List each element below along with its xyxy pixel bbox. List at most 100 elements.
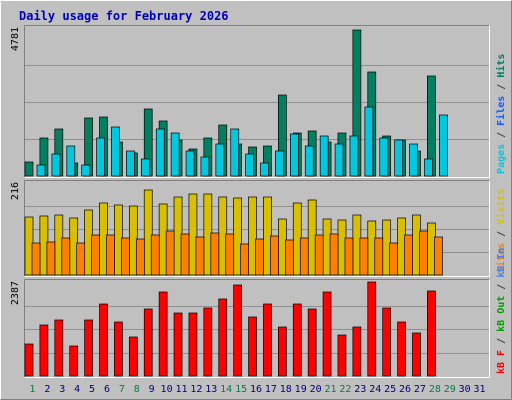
day-label-19: 19 [295, 384, 307, 395]
bar-kb-f-day-3 [54, 319, 64, 377]
bar-pages-day-11 [185, 150, 195, 177]
panel-top: 4781 Pages / Files / Hits [10, 25, 507, 178]
bar-kb-f-day-15 [233, 284, 242, 377]
bar-visits-day-16 [248, 196, 257, 276]
legend-part: / [496, 126, 507, 144]
chart-panels: 4781 Pages / Files / Hits 216 Sites / Visit… [10, 25, 507, 378]
bar-hits-day-1 [24, 161, 34, 177]
bar-pages-day-4 [81, 164, 91, 177]
day-label-29: 29 [444, 384, 456, 395]
bar-kb-f-day-24 [367, 281, 377, 377]
bar-sites-day-28 [434, 236, 443, 276]
bar-pages-day-27 [424, 158, 433, 177]
day-label-28: 28 [429, 384, 441, 395]
bar-kb-f-day-16 [248, 316, 257, 377]
bar-pages-day-21 [334, 143, 344, 177]
bar-pages-day-3 [66, 145, 76, 177]
day-label-27: 27 [414, 384, 426, 395]
bar-visits-day-9 [143, 189, 153, 276]
bar-kb-f-day-19 [292, 303, 302, 377]
bar-sites-day-25 [389, 242, 399, 276]
legend-top: Pages / Files / Hits [495, 54, 507, 174]
bar-sites-day-13 [210, 232, 220, 276]
day-label-6: 6 [104, 384, 110, 395]
day-label-21: 21 [324, 384, 336, 395]
bar-sites-day-18 [285, 239, 294, 276]
day-label-9: 9 [149, 384, 155, 395]
bar-sites-day-10 [165, 230, 175, 276]
bar-kb-f-day-10 [158, 291, 168, 377]
day-axis-labels: 1 2 3 4 5 6 7 8 9 10 11 12 13 14 15 16 17 18 19 20 21 22 23 24 2… [29, 384, 485, 395]
legend-part: kB F [496, 350, 507, 374]
day-label-4: 4 [74, 384, 80, 395]
day-label-8: 8 [134, 384, 140, 395]
bar-pages-day-5 [96, 137, 105, 177]
bar-pages-day-2 [51, 153, 61, 177]
day-label-15: 15 [235, 384, 247, 395]
bar-kb-f-day-14 [218, 298, 228, 377]
legend-part: kB Out [496, 296, 507, 332]
bar-kb-f-day-22 [337, 334, 347, 377]
panel-bot: 2387 kB F / kB Out / kB In [10, 248, 507, 378]
bar-pages-day-22 [349, 135, 359, 177]
legend-part: Files [495, 96, 507, 126]
legend-part: Sites [495, 243, 507, 273]
day-label-11: 11 [175, 384, 187, 395]
day-label-30: 30 [459, 384, 471, 395]
bar-kb-f-day-2 [39, 324, 49, 377]
bar-sites-day-12 [195, 236, 205, 276]
bar-sites-day-21 [329, 233, 339, 276]
day-label-31: 31 [474, 384, 486, 395]
bar-sites-day-22 [344, 237, 354, 276]
bar-sites-day-8 [135, 238, 145, 276]
bar-pages-day-8 [140, 158, 150, 177]
bar-sites-day-17 [270, 235, 279, 276]
day-label-20: 20 [310, 384, 322, 395]
bar-kb-f-day-12 [188, 312, 198, 377]
bar-kb-f-day-27 [412, 332, 421, 377]
bar-kb-f-day-9 [143, 308, 153, 377]
bar-pages-day-7 [126, 150, 135, 177]
bar-pages-day-17 [275, 150, 284, 177]
ymax-label-bot: 2387 [10, 281, 21, 305]
bar-sites-day-15 [240, 243, 249, 276]
bar-sites-day-26 [404, 234, 413, 276]
bar-sites-day-1 [31, 242, 41, 276]
bar-sites-day-16 [255, 238, 264, 276]
bar-pages-day-25 [394, 139, 404, 177]
day-label-24: 24 [369, 384, 381, 395]
bar-kb-f-day-28 [427, 290, 436, 377]
bar-kb-f-day-20 [307, 308, 317, 377]
bar-kb-f-day-26 [397, 321, 406, 377]
bar-pages-day-13 [215, 143, 225, 177]
bar-pages-day-20 [319, 135, 329, 177]
day-label-23: 23 [354, 384, 366, 395]
bar-kb-f-day-8 [128, 336, 138, 377]
day-label-7: 7 [119, 384, 125, 395]
bar-sites-day-9 [150, 234, 160, 276]
bar-sites-day-5 [91, 234, 100, 276]
bar-kb-f-day-1 [24, 343, 34, 377]
bar-sites-day-7 [121, 237, 130, 276]
bar-pages-day-24 [379, 137, 389, 177]
bar-pages-day-26 [409, 143, 418, 177]
day-label-1: 1 [29, 384, 35, 395]
legend-part: / [496, 278, 507, 296]
day-label-2: 2 [44, 384, 50, 395]
day-label-25: 25 [384, 384, 396, 395]
bar-sites-day-14 [225, 233, 235, 276]
bar-pages-day-23 [364, 106, 374, 177]
day-label-5: 5 [89, 384, 95, 395]
day-label-10: 10 [161, 384, 173, 395]
bar-kb-f-day-11 [173, 312, 183, 377]
day-label-13: 13 [205, 384, 217, 395]
bar-kb-f-day-6 [99, 303, 108, 377]
day-label-26: 26 [399, 384, 411, 395]
legend-part: Visits [495, 189, 507, 225]
bar-kb-f-day-25 [382, 307, 392, 377]
day-label-16: 16 [250, 384, 262, 395]
bar-pages-day-28 [439, 114, 448, 177]
panel-mid: 216 Sites / Visits [10, 180, 507, 277]
bar-kb-f-day-4 [69, 345, 79, 377]
